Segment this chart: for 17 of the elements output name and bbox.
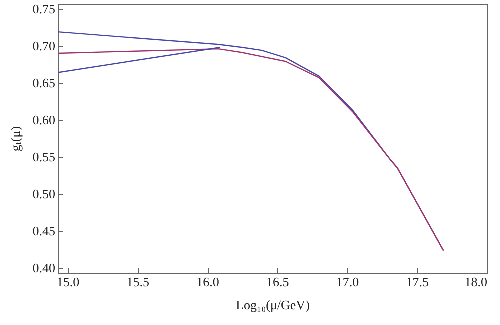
x-tick-label: 18.0: [464, 274, 488, 290]
x-tick-label: 16.5: [266, 274, 290, 290]
y-tick-label: 0.40: [32, 260, 56, 276]
y-tick-label: 0.60: [32, 112, 56, 128]
y-tick-label: 0.55: [32, 149, 56, 164]
x-axis-title: Log₁₀(μ/GeV): [236, 298, 310, 312]
y-tick-label: 0.75: [32, 2, 56, 17]
x-tick-label: 16.0: [196, 274, 220, 290]
x-tick-label: 17.5: [406, 274, 430, 290]
y-tick-label: 0.45: [32, 223, 56, 238]
y-axis-title: gₜ(μ): [8, 126, 23, 152]
y-tick-label: 0.50: [32, 186, 56, 202]
x-tick-label: 17.0: [336, 274, 360, 290]
x-tick-label: 15.0: [56, 274, 80, 290]
y-tick-label: 0.70: [32, 38, 56, 54]
y-tick-label: 0.65: [32, 76, 56, 91]
x-tick-label: 15.5: [126, 274, 150, 290]
